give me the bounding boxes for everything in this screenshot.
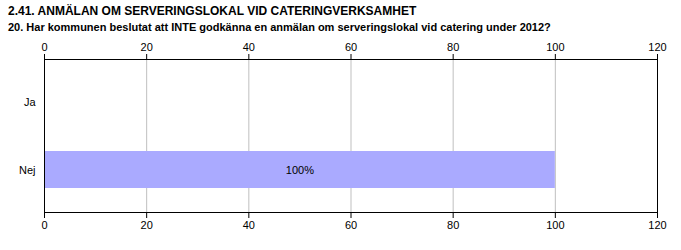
svg-text:120: 120 xyxy=(648,219,666,231)
svg-text:60: 60 xyxy=(345,41,357,53)
svg-text:60: 60 xyxy=(345,219,357,231)
svg-text:Ja: Ja xyxy=(24,96,37,108)
svg-text:100%: 100% xyxy=(286,164,314,176)
svg-text:Nej: Nej xyxy=(19,164,36,176)
svg-text:100: 100 xyxy=(546,219,564,231)
svg-text:20: 20 xyxy=(141,41,153,53)
svg-text:100: 100 xyxy=(546,41,564,53)
svg-text:80: 80 xyxy=(447,219,459,231)
svg-text:40: 40 xyxy=(243,41,255,53)
html-text:20. Har kommunen beslutat att: 20. Har kommunen beslutat att INTE godkä… xyxy=(8,21,551,33)
svg-text:20: 20 xyxy=(141,219,153,231)
svg-text:80: 80 xyxy=(447,41,459,53)
svg-text:0: 0 xyxy=(41,41,47,53)
svg-text:40: 40 xyxy=(243,219,255,231)
html-text:2.41. ANMÄLAN OM SERVERINGSLOK: 2.41. ANMÄLAN OM SERVERINGSLOKAL VID CAT… xyxy=(8,4,417,18)
svg-text:120: 120 xyxy=(648,41,666,53)
svg-text:0: 0 xyxy=(41,219,47,231)
